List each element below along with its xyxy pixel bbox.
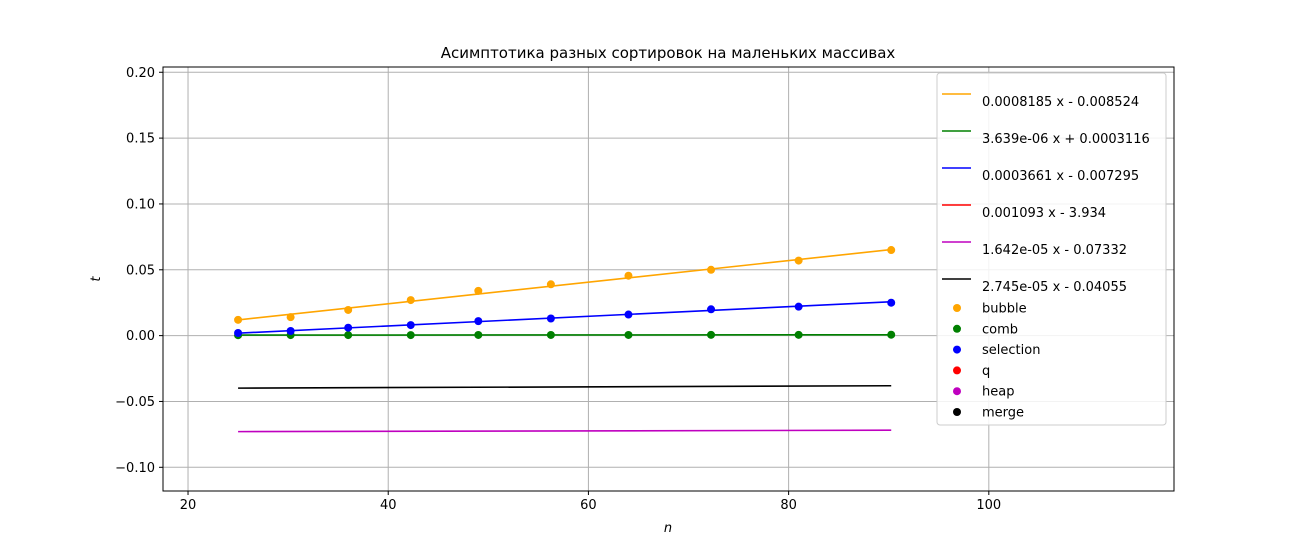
comb-point [794, 330, 803, 339]
y-tick-label: −0.05 [115, 395, 155, 410]
legend-series-label: q [982, 364, 990, 379]
heap-fit-line [238, 429, 892, 433]
x-tick-label: 80 [780, 498, 797, 513]
bubble-point [234, 315, 243, 324]
legend-fit-label: 1.642e-05 x - 0.07332 [982, 243, 1127, 258]
x-tick-label: 40 [380, 498, 397, 513]
axes-frame [162, 66, 1175, 492]
bubble-point [474, 286, 483, 295]
legend-fit-label: 0.0008185 x - 0.008524 [982, 95, 1139, 110]
comb-point [344, 331, 353, 340]
legend-series-label: selection [982, 343, 1040, 358]
selection-point [234, 328, 243, 337]
legend-marker [953, 324, 961, 333]
bubble-fit-line [237, 248, 892, 321]
x-tick-label: 60 [580, 498, 597, 513]
legend-marker [953, 366, 961, 375]
bubble-point [707, 265, 716, 274]
selection-point [794, 302, 803, 311]
y-tick-label: 0.20 [126, 66, 155, 81]
comb-point [707, 330, 716, 339]
legend: 0.0008185 x - 0.008524 3.639e-06 x + 0.00… [936, 72, 1167, 426]
x-tick-label: 100 [976, 498, 1001, 513]
selection-point [887, 298, 896, 307]
x-axis-ticks: 20 40 60 80 100 [180, 491, 1001, 513]
x-tick-label: 20 [180, 498, 197, 513]
legend-marker [953, 345, 961, 354]
legend-box [936, 72, 1167, 426]
x-axis-label: n [664, 521, 672, 536]
legend-series-label: heap [982, 385, 1014, 400]
chart-title: Асимптотика разных сортировок на маленьк… [441, 44, 896, 62]
y-tick-label: 0.10 [126, 197, 155, 212]
legend-series-label: merge [982, 406, 1024, 421]
y-tick-label: 0.15 [126, 132, 155, 147]
comb-point [406, 331, 415, 340]
bubble-point [546, 280, 555, 289]
y-tick-label: −0.10 [115, 461, 155, 476]
selection-point [707, 305, 716, 314]
y-tick-label: 0.05 [126, 263, 155, 278]
legend-marker [953, 387, 961, 396]
y-axis-label: t [89, 276, 104, 282]
legend-fit-label: 0.0003661 x - 0.007295 [982, 169, 1139, 184]
legend-fit-label: 3.639e-06 x + 0.0003116 [982, 132, 1150, 147]
bubble-point [624, 271, 633, 280]
legend-fit-label: 0.001093 x - 3.934 [982, 206, 1106, 221]
bubble-point [286, 313, 295, 322]
bubble-point [887, 246, 896, 255]
selection-point [624, 310, 633, 319]
comb-point [546, 330, 555, 339]
legend-marker [953, 408, 961, 416]
legend-series-label: bubble [982, 302, 1027, 317]
comb-point [624, 330, 633, 339]
y-tick-label: 0.00 [126, 329, 155, 344]
selection-point [406, 321, 415, 330]
bubble-point [794, 256, 803, 265]
selection-point [286, 327, 295, 336]
y-axis-ticks: −0.10 −0.05 0.00 0.05 0.10 0.15 0.20 [115, 66, 163, 476]
legend-fit-label: 2.745e-05 x - 0.04055 [982, 280, 1127, 295]
bubble-point [406, 296, 415, 305]
legend-marker [953, 304, 961, 312]
selection-point [474, 317, 483, 326]
selection-point [546, 314, 555, 323]
comb-point [887, 330, 896, 339]
plot-area [234, 246, 896, 433]
merge-fit-line [238, 384, 892, 389]
selection-point [344, 323, 353, 332]
bubble-point [344, 305, 353, 314]
selection-fit-line [238, 300, 892, 334]
comb-point [474, 330, 483, 339]
legend-series-label: comb [982, 322, 1018, 337]
